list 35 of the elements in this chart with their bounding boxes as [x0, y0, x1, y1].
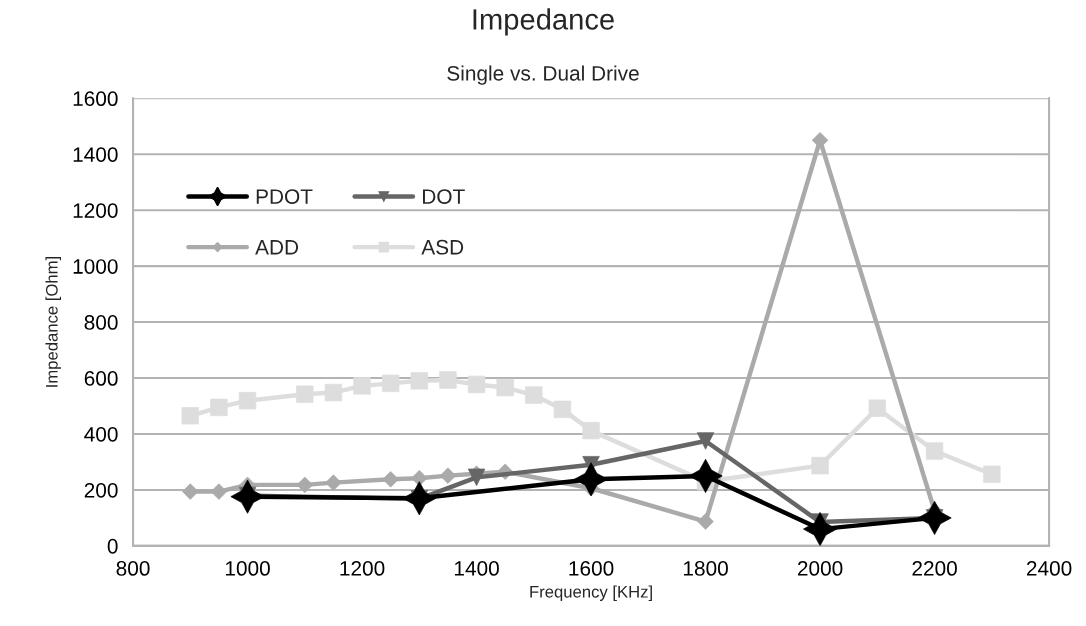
point — [582, 421, 600, 440]
y-tick-label: 1200 — [73, 203, 118, 218]
x-tick-label: 1600 — [569, 561, 614, 576]
point — [811, 456, 829, 475]
y-tick-label: 800 — [84, 315, 118, 330]
x-tick-label: 1800 — [683, 561, 728, 576]
point — [525, 386, 543, 404]
point — [467, 375, 486, 394]
x-tick-label: 800 — [116, 561, 150, 576]
y-tick-label: 1000 — [73, 259, 118, 274]
point — [238, 392, 257, 410]
y-tick-label: 200 — [84, 482, 118, 498]
y-tick-label: 0 — [107, 538, 118, 554]
y-tick-label: 1600 — [73, 91, 118, 107]
x-tick-label: 1000 — [225, 561, 270, 576]
chart-title: Impedance — [473, 8, 614, 36]
y-axis-title: Impedance [Ohm] — [45, 257, 61, 387]
legend-label: DOT — [423, 189, 465, 204]
x-tick-label: 1200 — [340, 561, 385, 576]
chart-subtitle: Single vs. Dual Drive — [447, 65, 639, 85]
legend-label: PDOT — [256, 189, 313, 204]
y-tick-label: 400 — [84, 426, 118, 442]
legend-label: ASD — [421, 239, 464, 255]
point — [324, 383, 343, 402]
point — [381, 374, 400, 393]
y-tick-label: 600 — [84, 371, 118, 386]
point — [553, 400, 572, 419]
point — [210, 483, 228, 500]
y-tick-label: 1400 — [73, 147, 118, 162]
x-tick-label: 1400 — [454, 561, 499, 576]
x-axis-title: Frequency [KHz] — [530, 585, 652, 601]
x-tick-label: 2000 — [797, 561, 843, 576]
legend-label: ADD — [255, 240, 299, 255]
x-tick-label: 2200 — [912, 561, 957, 576]
x-tick-label: 2400 — [1026, 561, 1072, 576]
